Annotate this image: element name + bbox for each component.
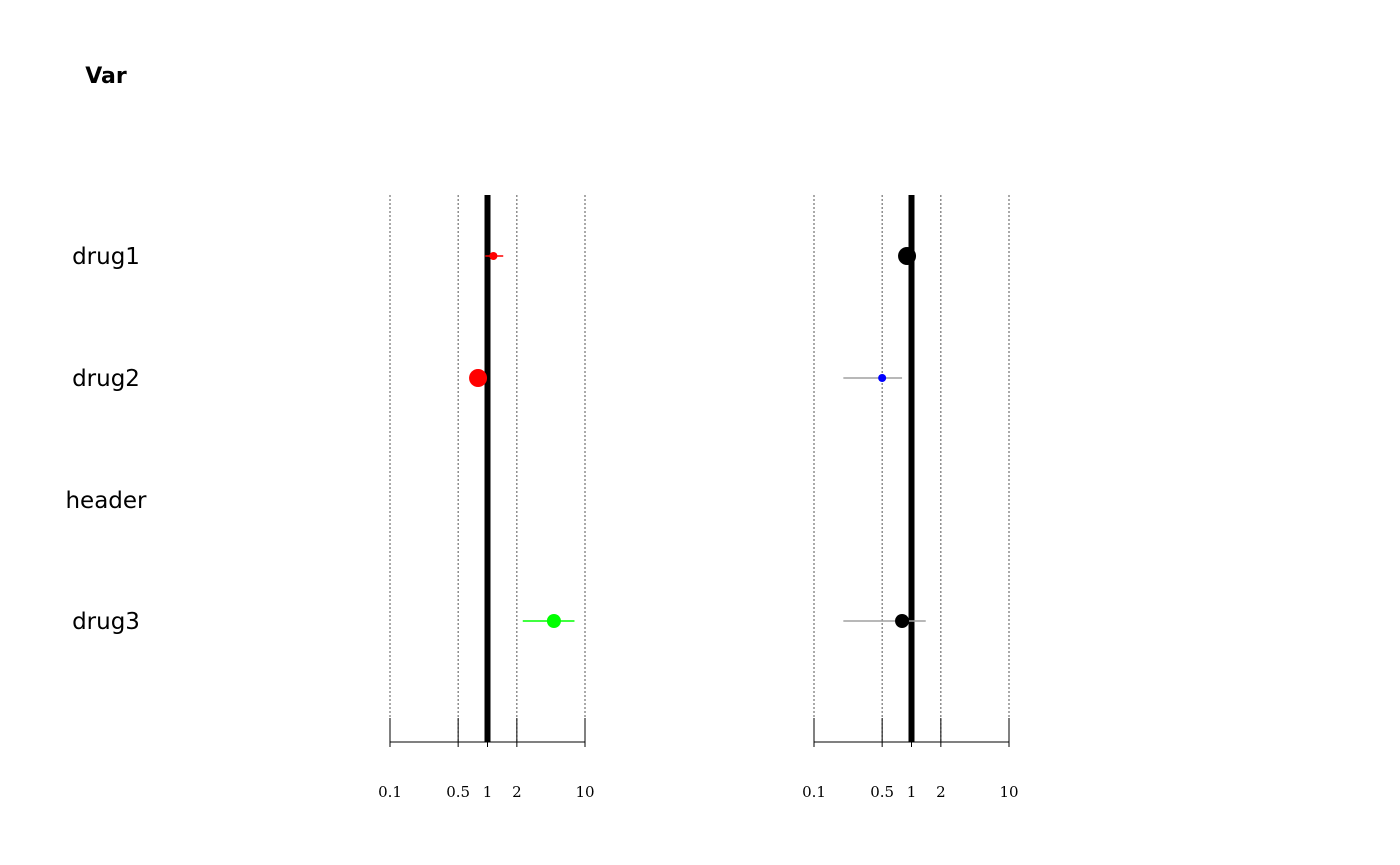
x-tick-label: 10 [999, 783, 1018, 801]
point-drug2 [878, 374, 887, 382]
x-tick-label: 0.1 [378, 783, 402, 801]
x-tick-label: 0.5 [446, 783, 470, 801]
x-tick-label: 0.5 [870, 783, 894, 801]
column-header: Var [85, 64, 127, 89]
row-labels: drug1 drug2 header drug3 [65, 244, 147, 635]
point-drug3 [895, 614, 910, 628]
point-drug1 [898, 247, 917, 265]
row-label-drug1: drug1 [72, 244, 140, 270]
point-drug2 [469, 369, 488, 387]
forest-panel-2: 0.1 0.5 1 2 10 [802, 195, 1019, 801]
row-label-drug2: drug2 [72, 366, 140, 392]
row-label-drug3: drug3 [72, 609, 140, 635]
x-tick-label: 10 [575, 783, 594, 801]
x-tick-label: 1 [907, 783, 917, 801]
x-tick-label: 1 [483, 783, 493, 801]
x-tick-label: 2 [936, 783, 946, 801]
row-label-header: header [65, 488, 147, 514]
point-drug3 [546, 614, 561, 628]
forest-panel-1: 0.1 0.5 1 2 10 [378, 195, 595, 801]
x-tick-label: 2 [512, 783, 522, 801]
point-drug1 [489, 252, 498, 260]
x-tick-label: 0.1 [802, 783, 826, 801]
